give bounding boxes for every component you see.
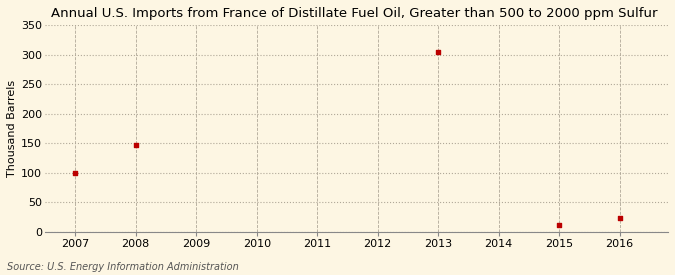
Point — [433, 50, 443, 55]
Point — [70, 170, 80, 175]
Text: Annual U.S. Imports from France of Distillate Fuel Oil, Greater than 500 to 2000: Annual U.S. Imports from France of Disti… — [51, 7, 657, 20]
Y-axis label: Thousand Barrels: Thousand Barrels — [7, 80, 17, 177]
Point — [130, 142, 141, 147]
Text: Source: U.S. Energy Information Administration: Source: U.S. Energy Information Administ… — [7, 262, 238, 272]
Point — [614, 216, 625, 220]
Point — [554, 223, 564, 228]
